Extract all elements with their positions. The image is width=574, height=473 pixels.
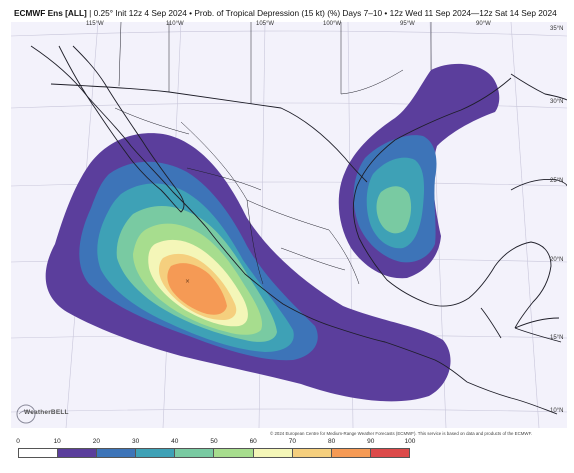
us-coast-louisiana [510,73,567,101]
colorbar-bin [136,449,176,457]
gulf-coastline [352,77,512,307]
latitude-label: 15°N [550,335,564,341]
colorbar-bin [292,449,332,457]
colorbar-tick-label: 100 [404,438,416,445]
model-name: ECMWF Ens [ALL] [14,8,87,18]
colorbar-bin [253,449,293,457]
colorbar-bin [97,449,137,457]
cuba-coast [510,179,567,191]
longitude-label: 95°W [400,21,415,27]
colorbar-bin [370,449,409,457]
colorbar-tick-label: 30 [131,438,140,445]
longitude-label: 115°W [86,21,104,27]
product-name: Prob. of Tropical Depression (15 kt) (%)… [194,8,383,18]
us-state-borders [118,22,432,104]
coastlines-and-borders [30,22,567,415]
title-separator: • [186,8,195,18]
init-time: Init 12z 4 Sep 2024 [115,8,187,18]
central-america-coast [466,381,558,415]
colorbar-bin [214,449,254,457]
longitude-label: 105°W [256,21,275,27]
colorbar-tick-label: 20 [92,438,101,445]
weatherbell-logo: WeatherBELL [14,403,70,425]
parallel-35n [11,30,567,37]
colorbar-tick-label: 80 [327,438,336,445]
maximum-marker: × [185,278,190,285]
mexican-state-borders [114,107,360,285]
latitude-label: 35°N [550,26,564,32]
gulf-contour-40 [376,186,412,234]
weatherbell-logo-icon [16,404,36,424]
colorbar-bin [331,449,371,457]
valid-time: 12z Wed 11 Sep 2024—12z Sat 14 Sep 2024 [389,8,557,18]
longitude-label: 110°W [166,21,184,27]
colorbar [18,448,410,458]
resolution: | 0.25° [86,8,114,18]
pacific-coastline [30,45,468,383]
colorbar-ticks: 0 10 20 30 40 50 60 70 80 90 100 [16,438,415,447]
colorbar-tick-label: 70 [288,438,297,445]
colorbar-tick-label: 60 [249,438,257,445]
colorbar-tick-label: 90 [367,438,375,445]
title-separator: • [382,8,390,18]
contour-75 [167,263,227,315]
colorbar-bin [58,449,98,457]
parallel-10n [11,408,567,413]
yucatan-peninsula [494,241,552,329]
colorbar-bin [175,449,215,457]
map-title: ECMWF Ens [ALL] | 0.25° Init 12z 4 Sep 2… [14,6,570,20]
colorbar-tick-label: 10 [53,438,61,445]
colorbar-bin [19,449,59,457]
meridian-90w [510,22,540,428]
longitude-label: 100°W [323,21,342,27]
latitude-label: 25°N [550,178,564,184]
gulf-probability-area [338,63,500,279]
central-america-north-coast [514,317,560,329]
logo-text: WeatherBELL [24,409,69,416]
colorbar-tick-label: 40 [171,438,179,445]
colorbar-tick-label: 50 [210,438,218,445]
us-mexico-border [50,83,368,183]
baja-california-coast [58,45,185,213]
probability-map: × [11,22,567,428]
colorbar-tick-label: 0 [16,438,20,445]
copyright-notice: © 2024 European Centre for Medium-Range … [270,431,532,436]
pacific-probability-area: × [45,133,451,402]
guatemala-belize-border [480,307,562,343]
latitude-label: 10°N [550,408,564,414]
latitude-label: 30°N [550,99,564,105]
longitude-label: 90°W [476,21,491,27]
latitude-label: 20°N [550,257,564,263]
